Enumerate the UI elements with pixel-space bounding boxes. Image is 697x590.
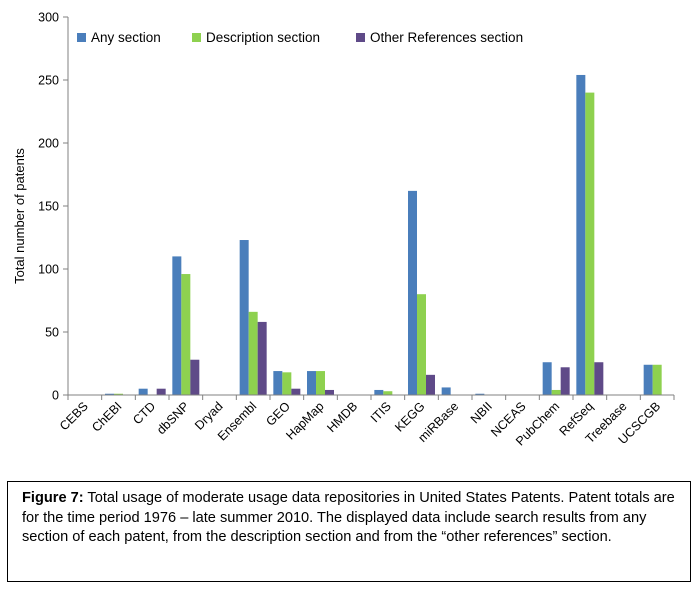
bar-series xyxy=(105,74,662,396)
y-tick-label: 250 xyxy=(38,74,59,88)
x-tick-label: dbSNP xyxy=(154,399,192,437)
bar-description-section-hapmap xyxy=(316,371,325,395)
y-axis-title: Total number of patents xyxy=(12,148,27,284)
legend-label-other-references-section: Other References section xyxy=(370,30,523,45)
legend-label-description-section: Description section xyxy=(206,30,320,45)
bar-any-section-ucscgb xyxy=(643,364,653,395)
caption-body: Total usage of moderate usage data repos… xyxy=(22,490,675,545)
caption-text: Figure 7: Total usage of moderate usage … xyxy=(22,489,684,548)
figure-caption: Figure 7: Total usage of moderate usage … xyxy=(7,481,691,582)
bar-description-section-itis xyxy=(383,391,393,395)
bar-other-references-section-dbsnp xyxy=(190,359,200,395)
y-tick-label: 50 xyxy=(45,326,59,340)
bar-any-section-ensembl xyxy=(239,240,249,395)
legend-label-any-section: Any section xyxy=(91,30,161,45)
legend-swatch-other-references-section xyxy=(356,33,365,42)
bar-other-references-section-geo xyxy=(291,388,301,395)
bar-other-references-section-ensembl xyxy=(257,321,267,395)
legend-swatch-description-section xyxy=(192,33,201,42)
bar-any-section-kegg xyxy=(408,190,417,395)
bar-description-section-pubchem xyxy=(551,389,561,395)
bar-description-section-ensembl xyxy=(248,311,258,395)
x-tick-label: ITIS xyxy=(368,399,394,425)
bar-any-section-geo xyxy=(273,371,283,395)
x-tick-label: HMDB xyxy=(324,399,360,435)
bar-other-references-section-pubchem xyxy=(560,367,570,395)
bar-any-section-hapmap xyxy=(307,371,316,395)
bar-description-section-chebi xyxy=(114,393,123,395)
x-tick-label: CEBS xyxy=(57,399,91,433)
bar-any-section-itis xyxy=(374,389,384,395)
y-axis-ticks: 0 50 100 150 200 250 300 xyxy=(38,11,675,403)
x-tick-label: NBII xyxy=(468,399,495,426)
bar-any-section-chebi xyxy=(105,393,114,395)
caption-label: Figure 7: xyxy=(22,490,84,506)
bar-any-section-ctd xyxy=(138,388,148,395)
y-tick-label: 300 xyxy=(38,11,59,25)
x-tick-label: ChEBI xyxy=(89,399,124,434)
bar-description-section-geo xyxy=(282,372,292,395)
y-tick-label: 200 xyxy=(38,137,59,151)
bar-other-references-section-ctd xyxy=(156,388,166,395)
bar-description-section-ucscgb xyxy=(652,364,662,395)
y-tick-label: 0 xyxy=(52,389,59,403)
x-tick-label: GEO xyxy=(263,399,293,429)
y-tick-label: 100 xyxy=(38,263,59,277)
bar-other-references-section-kegg xyxy=(426,374,435,395)
legend-swatch-any-section xyxy=(77,33,86,42)
bar-description-section-refseq xyxy=(585,92,595,395)
bar-other-references-section-refseq xyxy=(594,362,604,395)
bar-description-section-kegg xyxy=(417,294,426,395)
bar-any-section-mirbase xyxy=(441,387,451,395)
bar-any-section-refseq xyxy=(576,74,586,396)
bar-any-section-pubchem xyxy=(542,362,552,395)
x-tick-label: CTD xyxy=(130,399,158,427)
bar-description-section-dbsnp xyxy=(181,274,191,395)
y-tick-label: 150 xyxy=(38,200,59,214)
x-tick-label: HapMap xyxy=(283,399,326,442)
bar-any-section-nbii xyxy=(475,393,485,395)
bar-any-section-dbsnp xyxy=(172,256,182,395)
legend: Any section Description section Other Refe… xyxy=(77,30,523,45)
bar-other-references-section-hapmap xyxy=(325,389,334,395)
